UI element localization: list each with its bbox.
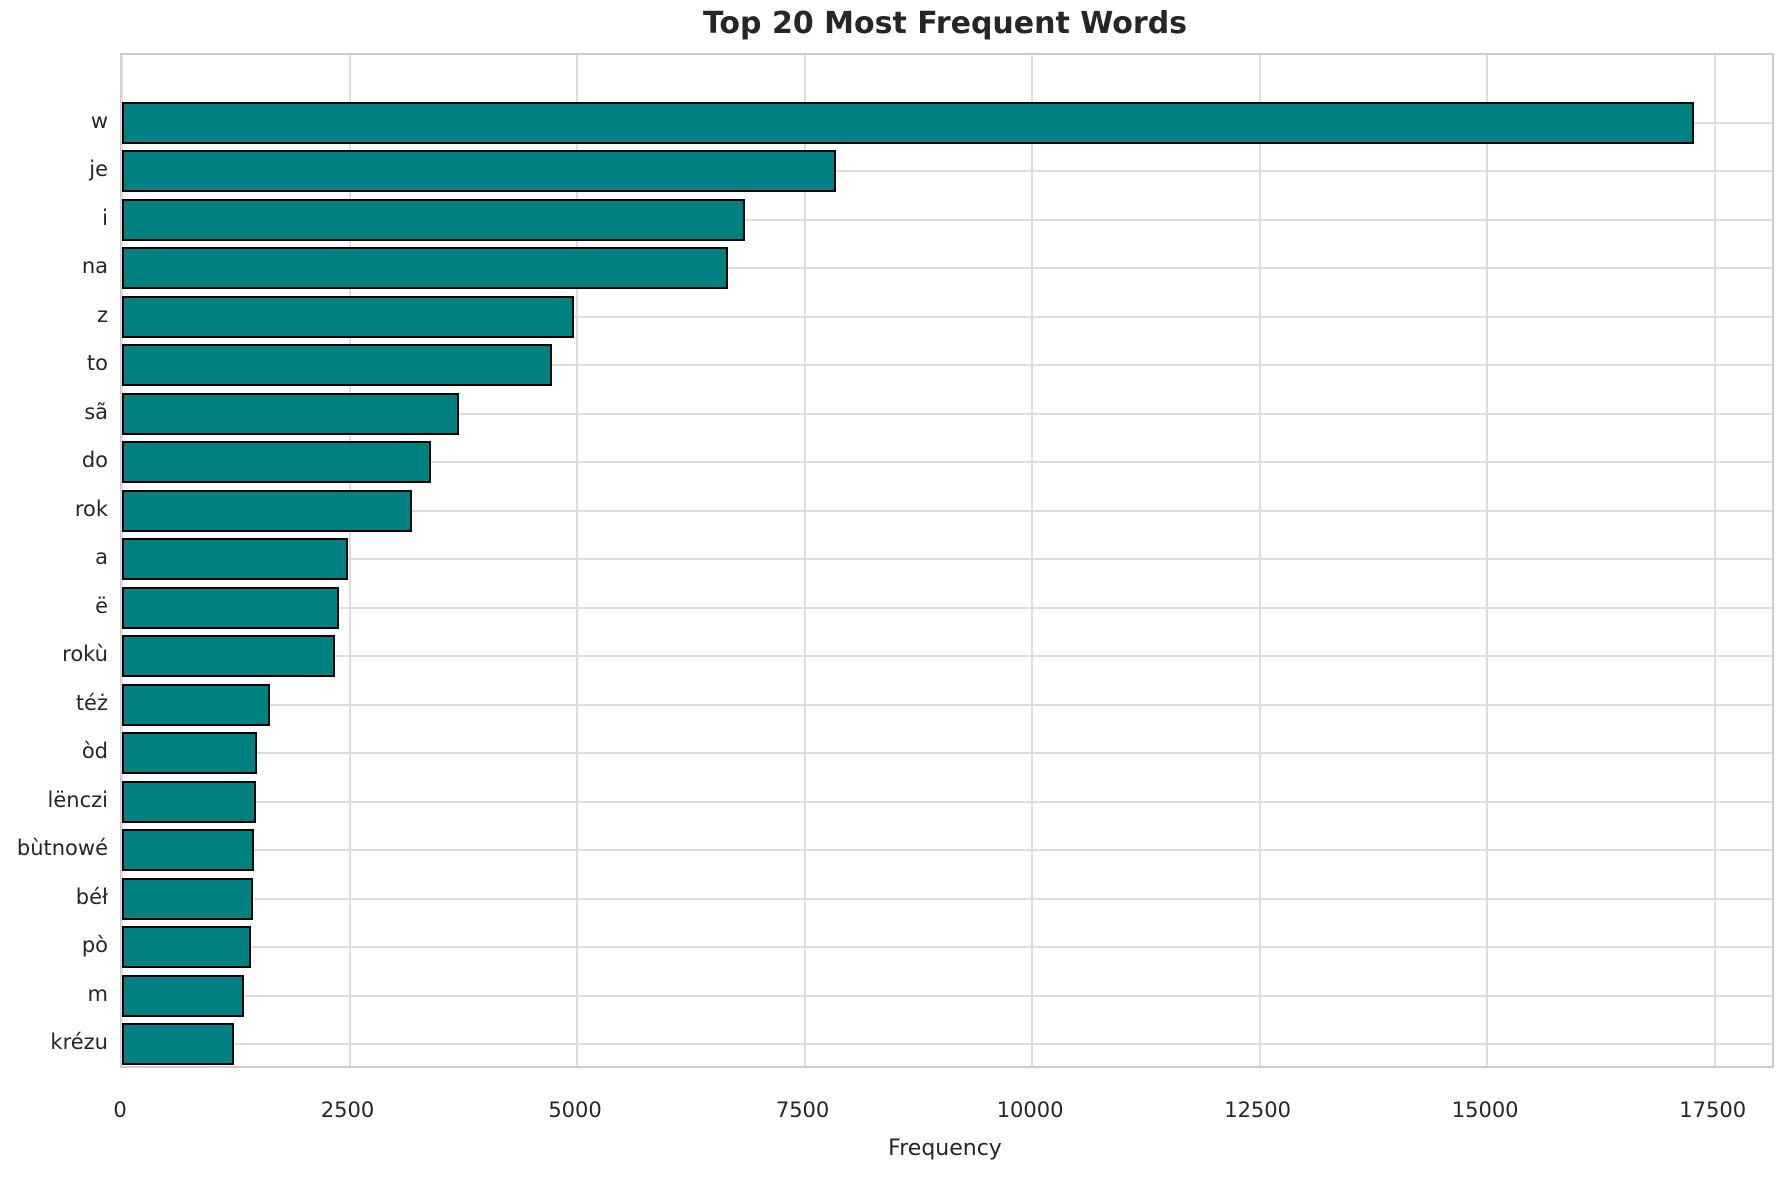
y-tick-label: a [95, 545, 108, 569]
gridline-vertical [576, 55, 579, 1066]
y-tick-label: m [87, 981, 108, 1006]
bar-lënczi [122, 780, 256, 823]
gridline-horizontal [122, 994, 1772, 997]
gridline-vertical [1486, 55, 1489, 1066]
y-tick-label: rok [74, 496, 108, 521]
bar-na [122, 247, 729, 289]
bar-téż [122, 683, 271, 726]
y-tick-label: do [81, 448, 108, 472]
x-tick-label: 12500 [1224, 1098, 1292, 1122]
gridline-horizontal [122, 1043, 1772, 1045]
bar-z [122, 295, 575, 338]
y-tick-label: z [96, 302, 108, 327]
bar-w [122, 101, 1694, 144]
x-tick-label: 17500 [1679, 1098, 1747, 1122]
y-tick-label: krézu [50, 1030, 108, 1054]
x-tick-label: 5000 [548, 1098, 602, 1122]
bar-ë [122, 586, 339, 629]
bar-krézu [122, 1023, 234, 1065]
y-tick-label: bùtnowé [16, 836, 108, 860]
bar-pò [122, 926, 252, 968]
y-tick-label: na [81, 254, 108, 278]
gridline-horizontal [122, 606, 1772, 609]
gridline-horizontal [122, 897, 1772, 900]
gridline-horizontal [122, 218, 1772, 221]
bar-rokù [122, 635, 335, 677]
gridline-horizontal [122, 315, 1772, 318]
x-tick-label: 10000 [996, 1098, 1064, 1122]
y-tick-label: rokù [62, 642, 108, 666]
gridline-horizontal [122, 412, 1772, 415]
y-tick-label: òd [81, 739, 108, 763]
gridline-horizontal [122, 703, 1772, 706]
chart-title: Top 20 Most Frequent Words [702, 6, 1188, 41]
gridline-horizontal [122, 655, 1772, 657]
bar-bùtnowé [122, 829, 254, 871]
bar-do [122, 441, 431, 483]
bar-béł [122, 877, 254, 920]
gridline-horizontal [122, 849, 1772, 851]
bar-rok [122, 489, 413, 532]
y-tick-label: téż [75, 690, 108, 715]
x-tick-label: 2500 [320, 1098, 375, 1122]
bar-sã [122, 392, 459, 435]
bar-òd [122, 732, 257, 774]
y-tick-label: lënczi [47, 787, 108, 812]
gridline-horizontal [122, 170, 1772, 172]
y-tick-label: to [86, 351, 108, 375]
bar-i [122, 198, 745, 241]
bar-a [122, 538, 348, 580]
y-tick-label: je [89, 157, 108, 181]
gridline-horizontal [122, 509, 1772, 512]
gridline-horizontal [122, 267, 1772, 269]
gridline-vertical [803, 55, 806, 1066]
gridline-horizontal [122, 946, 1772, 948]
y-tick-label: i [102, 205, 108, 230]
x-axis-label: Frequency [888, 1136, 1002, 1161]
gridline-vertical [1258, 55, 1261, 1066]
y-tick-label: sã [84, 399, 108, 424]
gridline-horizontal [122, 752, 1772, 754]
x-tick-label: 15000 [1451, 1098, 1519, 1122]
y-tick-label: béł [75, 884, 108, 909]
gridline-vertical [1713, 55, 1716, 1066]
gridline-horizontal [122, 558, 1772, 560]
y-tick-label: pò [81, 933, 108, 957]
bar-m [122, 974, 244, 1017]
x-tick-label: 7500 [775, 1098, 830, 1122]
gridline-vertical [1031, 55, 1034, 1066]
x-tick-label: 0 [113, 1098, 127, 1122]
bar-je [122, 150, 837, 192]
gridline-horizontal [122, 800, 1772, 803]
y-tick-label: ë [95, 593, 108, 618]
gridline-horizontal [122, 461, 1772, 463]
bar-to [122, 344, 553, 386]
gridline-vertical [348, 55, 351, 1066]
gridline-horizontal [122, 364, 1772, 366]
plot-area [120, 53, 1774, 1068]
y-tick-label: w [90, 108, 108, 133]
